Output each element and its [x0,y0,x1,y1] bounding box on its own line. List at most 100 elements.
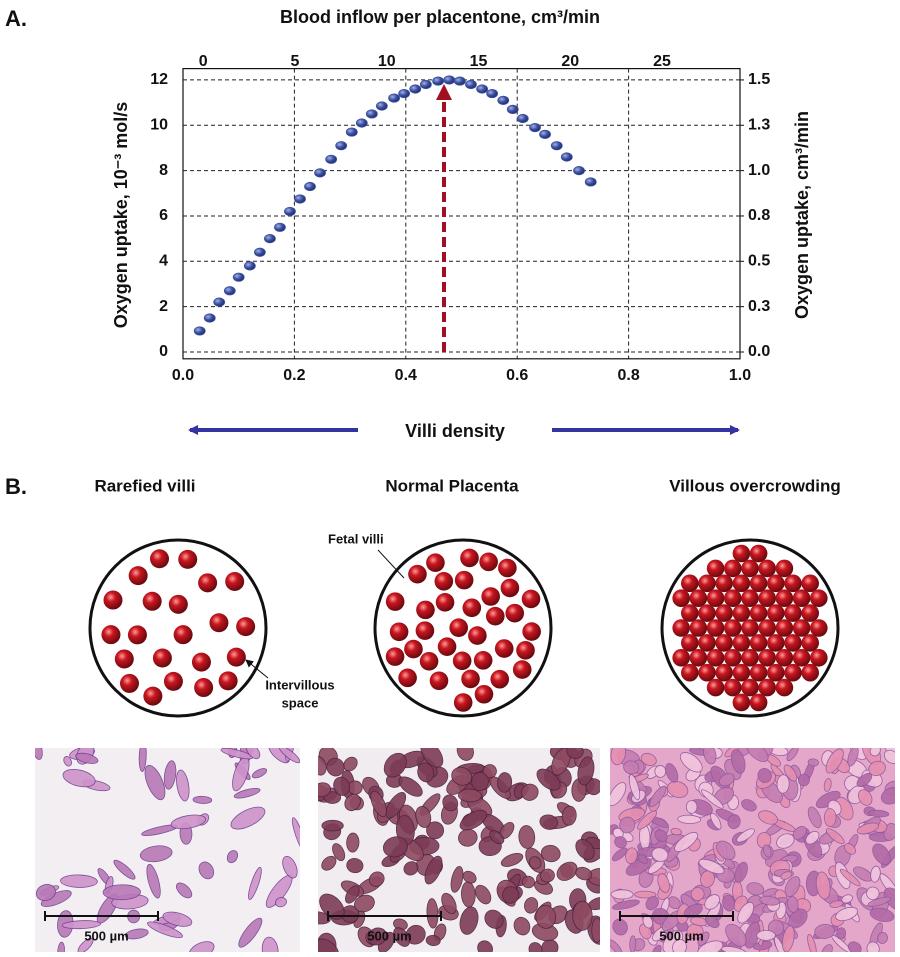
point [584,177,597,187]
y-axis-title: Oxygen uptake, 10⁻³ mol/s [111,102,131,329]
tissue [591,917,600,943]
villus [689,589,708,608]
villus [103,590,123,610]
tissue [869,907,895,922]
point [345,127,358,137]
tissue [651,847,669,862]
point [516,113,529,124]
tissue [489,830,505,845]
villus [474,684,494,704]
point [304,181,316,192]
villus [152,648,172,668]
villus [741,648,759,667]
y2-tick-label: 0.8 [748,207,770,224]
villus [173,625,193,645]
tissue [612,847,628,862]
villus [732,544,751,563]
point [253,247,266,257]
villus [801,663,819,682]
y2-tick-label: 0.5 [748,253,770,270]
villus [749,693,768,712]
tissue [198,861,215,880]
tissue [541,939,559,952]
tissue [823,808,837,828]
tissue [346,832,360,853]
villus [775,619,794,637]
villus [784,574,802,593]
tissue [730,749,746,774]
point [375,101,388,111]
villus [767,663,785,682]
villus [498,558,517,578]
villus [792,619,811,637]
tissue [383,752,407,778]
tissue [318,782,331,798]
tissue [734,861,748,883]
villus [128,566,148,586]
villus [724,648,742,667]
villus [449,618,469,638]
y2-tick-label: 1.0 [748,162,770,179]
tissue [637,854,649,865]
tissue [398,776,423,797]
tissue [698,858,725,875]
tissue [856,822,879,835]
y2-tick-label: 1.3 [748,116,770,133]
villus [485,606,505,626]
tissue [484,909,504,929]
annotation: Intervillous [265,677,334,692]
tissue [63,756,72,767]
point [335,141,348,151]
tissue [628,774,641,801]
y-tick-label: 4 [159,253,168,270]
y2-tick-label: 0.0 [748,343,770,360]
tissue [700,789,724,809]
tissue [192,795,213,804]
annotation: space [282,695,319,710]
tissue [619,816,636,834]
x-tick-label: 1.0 [729,367,751,384]
tissue [57,941,65,952]
villus [758,678,776,697]
tissue [716,840,736,861]
tissue [442,794,459,812]
villus [792,648,811,667]
tissue [176,769,190,802]
villus [473,651,493,670]
villus [191,652,211,672]
tissue [238,917,263,948]
villus [398,668,417,688]
tissue [725,923,747,947]
point [506,104,519,115]
villus [127,625,147,645]
point [223,286,236,296]
tissue [839,868,861,887]
tissue [704,894,720,910]
tissue [60,874,98,888]
tissue [651,944,662,952]
point [476,84,489,94]
tissue [847,748,859,767]
villus [706,648,725,667]
scale-bar-label: 500 µm [367,928,411,943]
tissue [415,805,432,828]
villus [801,604,819,622]
tissue [872,843,891,865]
point [443,75,456,85]
tissue [459,906,479,935]
villus [767,574,785,593]
tissue [513,916,531,936]
tissue [261,936,279,952]
point [539,129,551,139]
point [388,93,401,103]
villus [698,604,716,622]
tissue [318,938,340,952]
tissue [883,887,895,911]
scale-bar-label: 500 µm [84,928,128,943]
tissue [679,752,703,773]
point [453,76,466,86]
villus [767,604,785,622]
villus [178,549,198,569]
villus [226,647,246,667]
